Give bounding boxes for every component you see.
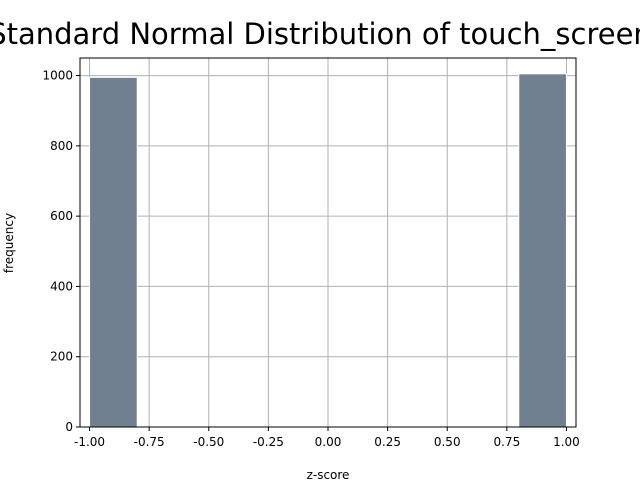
y-axis-ticks: 0 200 400 600 800 1000 [42,69,80,434]
y-tick-label: 600 [50,209,73,223]
x-axis-label: z-score [307,468,350,480]
x-axis-ticks: -1.00 -0.75 -0.50 -0.25 0.00 0.25 0.50 0.75 1.00 [74,427,580,449]
histogram-bar [89,76,138,428]
x-tick-label: 0.75 [493,435,520,449]
x-tick-label: 0.50 [434,435,461,449]
y-tick-label: 1000 [42,69,73,83]
x-tick-label: -0.50 [193,435,224,449]
x-tick-label: 0.25 [374,435,401,449]
x-tick-label: -0.25 [253,435,284,449]
y-tick-label: 200 [50,350,73,364]
grid-lines [80,58,576,428]
y-axis-label: frequency [2,213,16,273]
x-tick-label: -0.75 [134,435,165,449]
bars [89,73,567,428]
y-tick-label: 0 [65,420,73,434]
histogram-bar [518,73,567,428]
y-tick-label: 800 [50,139,73,153]
y-tick-label: 400 [50,279,73,293]
x-tick-label: 1.00 [553,435,580,449]
x-tick-label: 0.00 [315,435,342,449]
chart-title: Standard Normal Distribution of touch_sc… [0,17,640,51]
x-tick-label: -1.00 [74,435,105,449]
